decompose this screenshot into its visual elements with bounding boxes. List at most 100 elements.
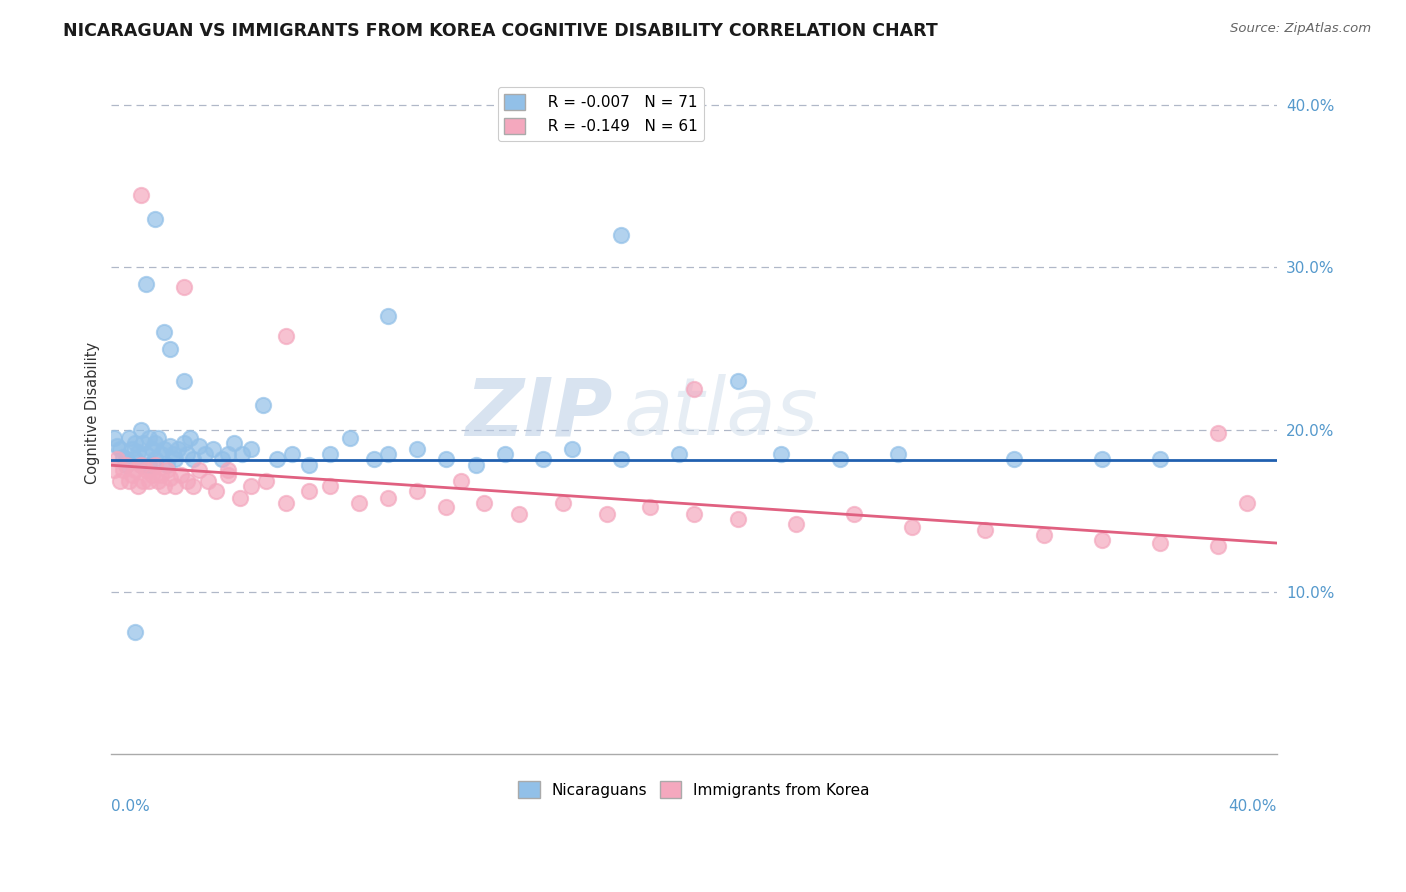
Point: [298, 484, 321, 499]
Point: [127, 479, 149, 493]
Point: [149, 467, 172, 482]
Point: [1149, 536, 1171, 550]
Point: [1091, 451, 1114, 466]
Point: [156, 458, 179, 473]
Point: [118, 475, 141, 489]
Point: [179, 431, 201, 445]
Point: [112, 463, 135, 477]
Point: [727, 512, 749, 526]
Point: [124, 463, 146, 477]
Point: [129, 458, 152, 473]
Point: [143, 211, 166, 226]
Point: [103, 463, 125, 477]
Point: [153, 326, 176, 340]
Point: [1206, 539, 1229, 553]
Point: [194, 447, 217, 461]
Point: [377, 491, 399, 505]
Point: [240, 442, 263, 456]
Point: [153, 479, 176, 493]
Point: [610, 451, 633, 466]
Point: [298, 458, 321, 473]
Point: [146, 431, 169, 445]
Point: [112, 450, 135, 464]
Point: [1236, 495, 1258, 509]
Point: [115, 458, 138, 473]
Point: [138, 458, 160, 473]
Point: [319, 447, 342, 461]
Point: [202, 442, 225, 456]
Point: [561, 442, 583, 456]
Point: [281, 447, 304, 461]
Point: [472, 495, 495, 509]
Point: [176, 447, 198, 461]
Point: [377, 309, 399, 323]
Point: [222, 435, 245, 450]
Point: [276, 328, 298, 343]
Point: [129, 187, 152, 202]
Point: [173, 435, 195, 450]
Point: [135, 447, 157, 461]
Point: [118, 431, 141, 445]
Point: [115, 451, 138, 466]
Point: [377, 447, 399, 461]
Point: [103, 431, 125, 445]
Point: [494, 447, 516, 461]
Point: [108, 475, 131, 489]
Point: [141, 442, 163, 456]
Point: [205, 484, 228, 499]
Point: [901, 520, 924, 534]
Point: [167, 442, 190, 456]
Point: [464, 458, 486, 473]
Text: atlas: atlas: [624, 375, 818, 452]
Point: [217, 467, 239, 482]
Point: [668, 447, 690, 461]
Point: [143, 435, 166, 450]
Point: [266, 451, 288, 466]
Point: [159, 342, 181, 356]
Point: [252, 398, 274, 412]
Point: [339, 431, 361, 445]
Point: [156, 463, 179, 477]
Point: [434, 500, 457, 515]
Y-axis label: Cognitive Disability: Cognitive Disability: [86, 343, 100, 484]
Text: 40.0%: 40.0%: [1229, 799, 1277, 814]
Point: [231, 447, 253, 461]
Point: [974, 523, 997, 537]
Point: [159, 471, 181, 485]
Point: [254, 475, 277, 489]
Point: [211, 451, 233, 466]
Point: [406, 442, 429, 456]
Point: [197, 475, 219, 489]
Text: 0.0%: 0.0%: [111, 799, 150, 814]
Point: [683, 507, 706, 521]
Point: [127, 445, 149, 459]
Point: [508, 507, 530, 521]
Text: NICARAGUAN VS IMMIGRANTS FROM KOREA COGNITIVE DISABILITY CORRELATION CHART: NICARAGUAN VS IMMIGRANTS FROM KOREA COGN…: [63, 22, 938, 40]
Point: [240, 479, 263, 493]
Point: [149, 447, 172, 461]
Point: [683, 382, 706, 396]
Point: [141, 467, 163, 482]
Point: [450, 475, 472, 489]
Point: [181, 451, 204, 466]
Point: [165, 479, 187, 493]
Point: [844, 507, 866, 521]
Point: [828, 451, 851, 466]
Point: [1206, 425, 1229, 440]
Point: [406, 484, 429, 499]
Point: [1149, 451, 1171, 466]
Point: [640, 500, 662, 515]
Point: [531, 451, 554, 466]
Point: [115, 458, 138, 473]
Point: [143, 451, 166, 466]
Point: [181, 479, 204, 493]
Point: [187, 439, 209, 453]
Point: [159, 439, 181, 453]
Point: [228, 491, 250, 505]
Point: [143, 458, 166, 473]
Point: [770, 447, 793, 461]
Point: [124, 451, 146, 466]
Point: [108, 442, 131, 456]
Point: [165, 451, 187, 466]
Point: [146, 475, 169, 489]
